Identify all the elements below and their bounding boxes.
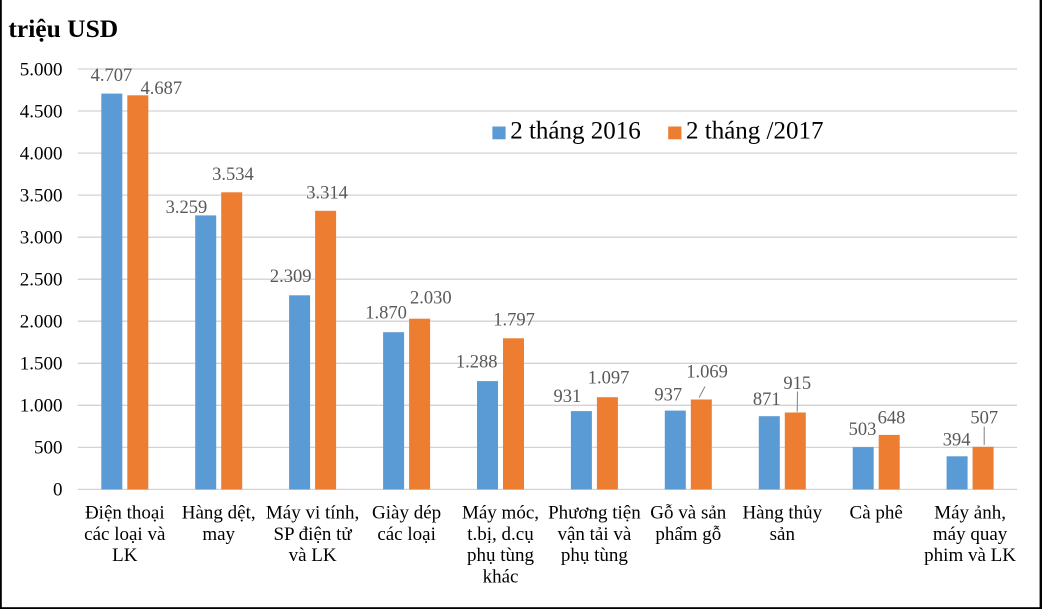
svg-text:4.687: 4.687 [140, 79, 182, 99]
svg-text:915: 915 [783, 374, 811, 394]
svg-text:Giày dép: Giày dép [372, 503, 441, 524]
svg-text:các loại và: các loại và [84, 524, 166, 545]
svg-text:503: 503 [849, 420, 877, 440]
svg-text:sản: sản [770, 524, 796, 545]
svg-text:2 tháng /2017: 2 tháng /2017 [686, 117, 824, 144]
svg-text:phụ tùng: phụ tùng [561, 545, 629, 566]
svg-text:3.500: 3.500 [20, 185, 63, 206]
svg-text:931: 931 [554, 387, 582, 407]
svg-text:394: 394 [943, 430, 971, 450]
svg-text:0: 0 [53, 480, 63, 501]
svg-text:4.000: 4.000 [20, 143, 63, 164]
svg-text:1.000: 1.000 [20, 396, 63, 417]
svg-text:2.309: 2.309 [270, 267, 312, 287]
svg-text:Điện thoại: Điện thoại [85, 503, 165, 524]
svg-text:Máy ảnh,: Máy ảnh, [934, 503, 1006, 524]
svg-text:Gỗ và sản: Gỗ và sản [650, 503, 726, 524]
svg-text:SP điện tử: SP điện tử [273, 524, 352, 545]
svg-text:máy quay: máy quay [933, 524, 1008, 545]
svg-text:2.000: 2.000 [20, 312, 63, 333]
svg-text:Cà phê: Cà phê [850, 503, 903, 524]
svg-text:4.500: 4.500 [20, 101, 63, 122]
svg-text:1.069: 1.069 [686, 363, 728, 383]
svg-text:500: 500 [34, 438, 63, 459]
svg-text:2.500: 2.500 [20, 270, 63, 291]
svg-text:2 tháng 2016: 2 tháng 2016 [510, 117, 641, 144]
svg-text:1.097: 1.097 [588, 368, 630, 388]
svg-text:1.870: 1.870 [365, 303, 407, 323]
svg-text:phụ tùng: phụ tùng [467, 545, 535, 566]
svg-text:phim và LK: phim và LK [924, 545, 1016, 566]
svg-text:5.000: 5.000 [20, 59, 63, 80]
svg-text:3.259: 3.259 [166, 198, 208, 218]
svg-text:phẩm gỗ: phẩm gỗ [655, 524, 721, 545]
svg-text:648: 648 [878, 409, 906, 429]
svg-text:Máy vi tính,: Máy vi tính, [266, 503, 359, 524]
svg-text:937: 937 [654, 386, 682, 406]
svg-text:Phương tiện: Phương tiện [548, 503, 641, 524]
svg-text:3.000: 3.000 [20, 228, 63, 249]
svg-text:1.500: 1.500 [20, 354, 63, 375]
svg-text:khác: khác [483, 567, 519, 588]
svg-text:Hàng thủy: Hàng thủy [742, 503, 822, 524]
svg-text:may: may [202, 524, 235, 545]
svg-text:t.bị, d.cụ: t.bị, d.cụ [467, 524, 534, 545]
svg-text:vận tải và: vận tải và [557, 524, 631, 545]
svg-text:3.314: 3.314 [306, 184, 348, 204]
svg-text:1.797: 1.797 [493, 311, 535, 331]
svg-text:triệu USD: triệu USD [8, 14, 118, 43]
svg-text:3.534: 3.534 [212, 165, 254, 185]
svg-text:2.030: 2.030 [410, 288, 452, 308]
svg-text:và LK: và LK [289, 545, 337, 566]
svg-text:1.288: 1.288 [456, 352, 498, 372]
svg-text:các loại: các loại [377, 524, 436, 545]
svg-text:507: 507 [970, 409, 998, 429]
svg-text:LK: LK [112, 545, 138, 566]
svg-text:Hàng dệt,: Hàng dệt, [182, 503, 256, 524]
svg-text:4.707: 4.707 [91, 66, 133, 86]
svg-text:871: 871 [753, 390, 781, 410]
svg-text:Máy móc,: Máy móc, [462, 503, 539, 524]
